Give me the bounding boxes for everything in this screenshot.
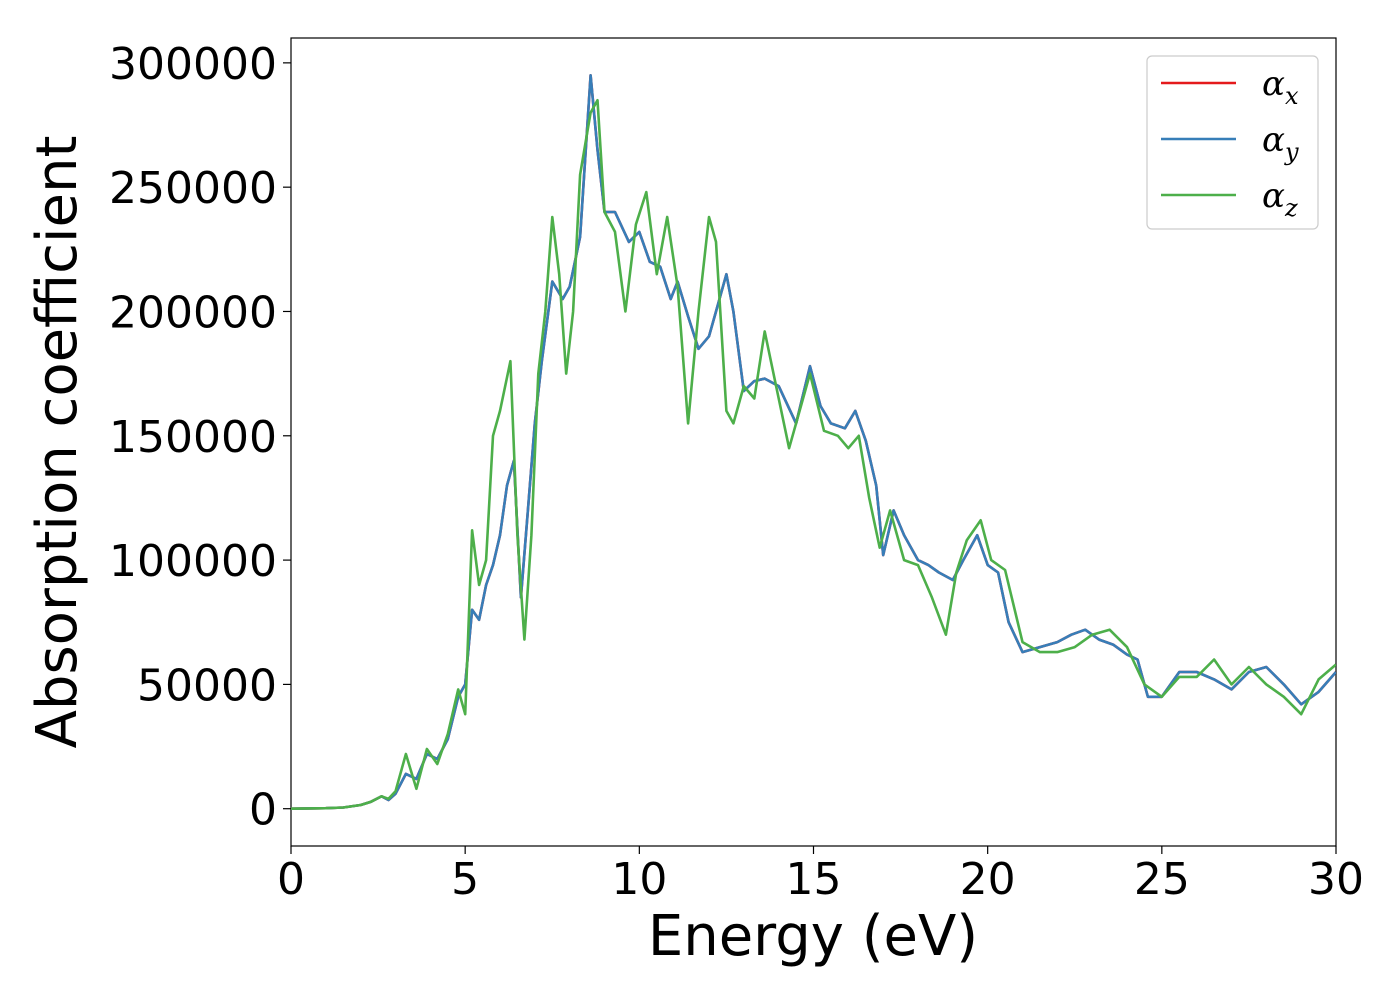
x-tick-label: 30	[1308, 854, 1364, 905]
x-tick-label: 5	[451, 854, 479, 905]
y-tick-label: 250000	[109, 163, 277, 214]
y-axis-label: Absorption coefficient	[25, 136, 90, 749]
series-line-y	[291, 74, 1336, 810]
legend: αx αy αz	[1146, 55, 1319, 230]
series-layer	[291, 74, 1336, 810]
y-tick-label: 200000	[109, 287, 277, 338]
y-tick-label: 0	[249, 785, 277, 836]
x-tick-label: 0	[277, 854, 305, 905]
x-axis-ticks: 0 5 10 15 20 25 30	[277, 846, 1364, 905]
legend-box	[1146, 55, 1319, 230]
legend-label-z: αz	[1262, 176, 1298, 222]
y-tick-label: 100000	[109, 536, 277, 587]
y-tick-label: 150000	[109, 412, 277, 463]
x-tick-label: 25	[1134, 854, 1190, 905]
x-axis-label: Energy (eV)	[648, 904, 978, 969]
x-tick-label: 10	[611, 854, 667, 905]
y-tick-label: 300000	[109, 39, 277, 90]
y-tick-label: 50000	[137, 660, 277, 711]
x-tick-label: 15	[786, 854, 842, 905]
y-axis-ticks: 0 50000 100000 150000 200000 250000 300000	[109, 39, 291, 836]
legend-label-y: αy	[1262, 120, 1299, 166]
series-line-z	[291, 98, 1336, 810]
legend-label-x: αx	[1262, 64, 1299, 110]
x-tick-label: 20	[960, 854, 1016, 905]
